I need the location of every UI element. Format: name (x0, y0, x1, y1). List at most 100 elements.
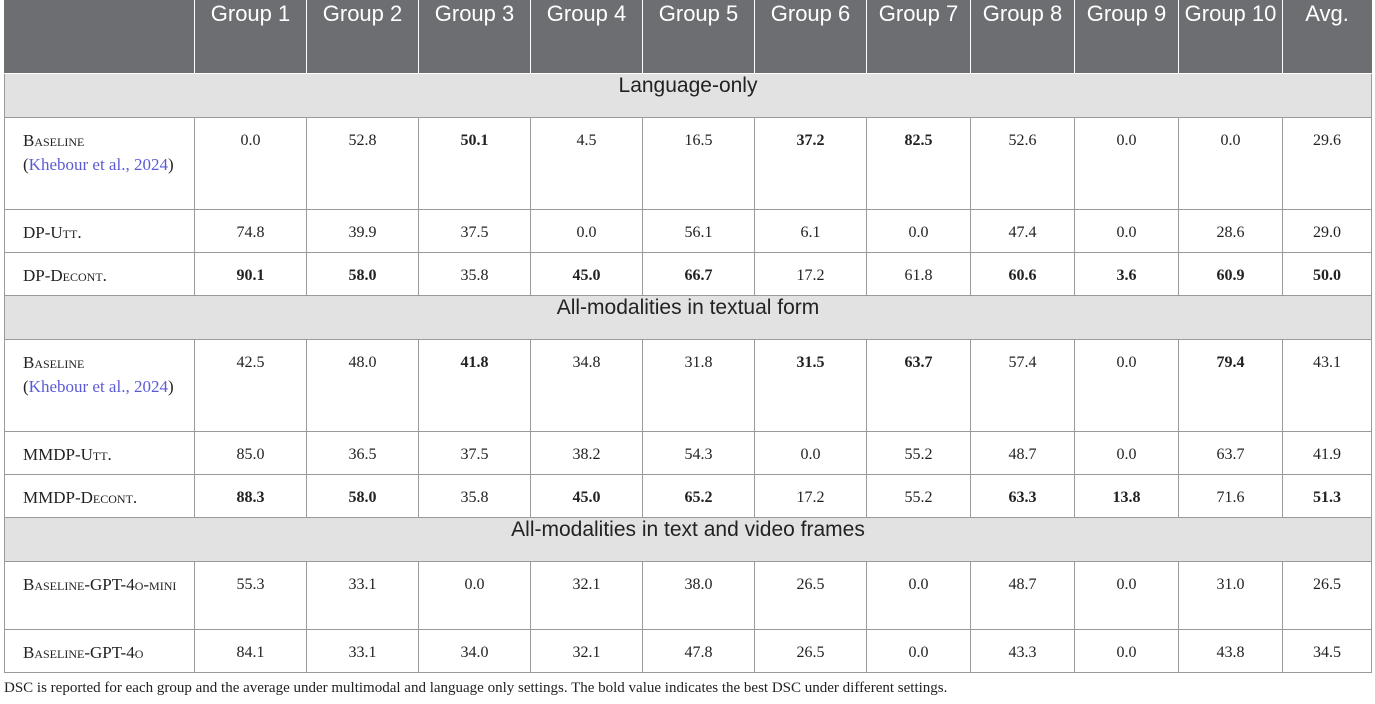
value-cell: 37.5 (418, 208, 531, 253)
best-value: 41.8 (460, 353, 489, 371)
cell-value: 0.0 (800, 445, 821, 463)
value-cell: 33.1 (306, 628, 419, 673)
cell-value: 0.0 (1116, 131, 1137, 149)
section-row: All-modalities in textual form (4, 294, 1372, 340)
cell-value: 32.1 (572, 643, 601, 661)
cell-value: 26.5 (796, 575, 825, 593)
section-title: All-modalities in textual form (4, 294, 1372, 340)
table-row: Baseline-GPT-4o-mini 55.3 33.1 0.0 32.1 38.0 2… (4, 560, 1372, 630)
value-cell: 32.1 (530, 628, 643, 673)
row-label: DP-Utt. (23, 222, 82, 242)
section-title: All-modalities in text and video frames (4, 516, 1372, 562)
cell-value: 0.0 (1116, 445, 1137, 463)
cell-value: 52.8 (348, 131, 377, 149)
best-value: 60.6 (1008, 266, 1037, 284)
value-cell: 85.0 (194, 430, 307, 475)
value-cell: 55.3 (194, 560, 307, 630)
cell-value: 56.1 (684, 223, 713, 241)
best-value: 45.0 (572, 488, 601, 506)
value-cell: 34.5 (1282, 628, 1372, 673)
value-cell: 63.7 (1178, 430, 1283, 475)
value-cell: 17.2 (754, 473, 867, 518)
cell-value: 47.8 (684, 643, 713, 661)
cell-value: 33.1 (348, 575, 377, 593)
value-cell: 33.1 (306, 560, 419, 630)
best-value: 50.1 (460, 131, 489, 149)
best-value: 66.7 (684, 266, 713, 284)
header-cell: Group 3 (418, 0, 531, 74)
best-value: 58.0 (348, 266, 377, 284)
cell-value: 48.0 (348, 353, 377, 371)
value-cell: 52.6 (970, 116, 1075, 210)
cell-value: 0.0 (1116, 575, 1137, 593)
row-label-cell: Baseline (Khebour et al., 2024) (4, 116, 195, 210)
value-cell: 43.3 (970, 628, 1075, 673)
value-cell: 63.3 (970, 473, 1075, 518)
value-cell: 60.6 (970, 251, 1075, 296)
best-value: 82.5 (904, 131, 933, 149)
row-label: DP-Decont. (23, 265, 107, 285)
cell-value: 0.0 (464, 575, 485, 593)
value-cell: 58.0 (306, 251, 419, 296)
header-cell: Group 8 (970, 0, 1075, 74)
value-cell: 35.8 (418, 251, 531, 296)
row-label-cell: Baseline-GPT-4o (4, 628, 195, 673)
value-cell: 60.9 (1178, 251, 1283, 296)
row-label: Baseline (23, 130, 85, 150)
section-row: Language-only (4, 72, 1372, 118)
value-cell: 0.0 (1074, 560, 1179, 630)
cell-value: 34.8 (572, 353, 601, 371)
value-cell: 48.7 (970, 560, 1075, 630)
row-label-cell: MMDP-Decont. (4, 473, 195, 518)
citation-link[interactable]: Khebour et al., 2024 (28, 376, 168, 396)
value-cell: 29.6 (1282, 116, 1372, 210)
value-cell: 0.0 (1074, 338, 1179, 432)
value-cell: 0.0 (1074, 628, 1179, 673)
cell-value: 54.3 (684, 445, 713, 463)
value-cell: 41.9 (1282, 430, 1372, 475)
value-cell: 35.8 (418, 473, 531, 518)
value-cell: 26.5 (1282, 560, 1372, 630)
value-cell: 50.0 (1282, 251, 1372, 296)
value-cell: 0.0 (1074, 116, 1179, 210)
value-cell: 17.2 (754, 251, 867, 296)
value-cell: 58.0 (306, 473, 419, 518)
value-cell: 71.6 (1178, 473, 1283, 518)
cell-value: 48.7 (1008, 445, 1037, 463)
value-cell: 0.0 (1178, 116, 1283, 210)
best-value: 51.3 (1313, 488, 1341, 506)
value-cell: 88.3 (194, 473, 307, 518)
value-cell: 26.5 (754, 628, 867, 673)
value-cell: 38.2 (530, 430, 643, 475)
table-body: Language-only Baseline (Khebour et al., 20… (4, 72, 1372, 673)
cell-value: 32.1 (572, 575, 601, 593)
value-cell: 32.1 (530, 560, 643, 630)
cell-value: 37.5 (460, 223, 489, 241)
best-value: 45.0 (572, 266, 601, 284)
cell-value: 0.0 (1116, 223, 1137, 241)
value-cell: 56.1 (642, 208, 755, 253)
cell-value: 35.8 (460, 266, 489, 284)
cell-value: 42.5 (236, 353, 265, 371)
value-cell: 55.2 (866, 473, 971, 518)
section-title: Language-only (4, 72, 1372, 118)
value-cell: 61.8 (866, 251, 971, 296)
cell-value: 55.3 (236, 575, 265, 593)
cell-value: 63.7 (1216, 445, 1245, 463)
cell-value: 0.0 (908, 575, 929, 593)
header-cell: Group 1 (194, 0, 307, 74)
row-label: Baseline-GPT-4o-mini (23, 574, 177, 594)
cell-value: 43.8 (1216, 643, 1245, 661)
value-cell: 0.0 (194, 116, 307, 210)
value-cell: 48.7 (970, 430, 1075, 475)
value-cell: 43.8 (1178, 628, 1283, 673)
cell-value: 43.1 (1313, 353, 1341, 371)
best-value: 13.8 (1112, 488, 1141, 506)
value-cell: 26.5 (754, 560, 867, 630)
cell-value: 35.8 (460, 488, 489, 506)
value-cell: 47.8 (642, 628, 755, 673)
cell-value: 84.1 (236, 643, 265, 661)
citation-link[interactable]: Khebour et al., 2024 (28, 154, 168, 174)
cell-value: 34.5 (1313, 643, 1341, 661)
cell-value: 37.5 (460, 445, 489, 463)
